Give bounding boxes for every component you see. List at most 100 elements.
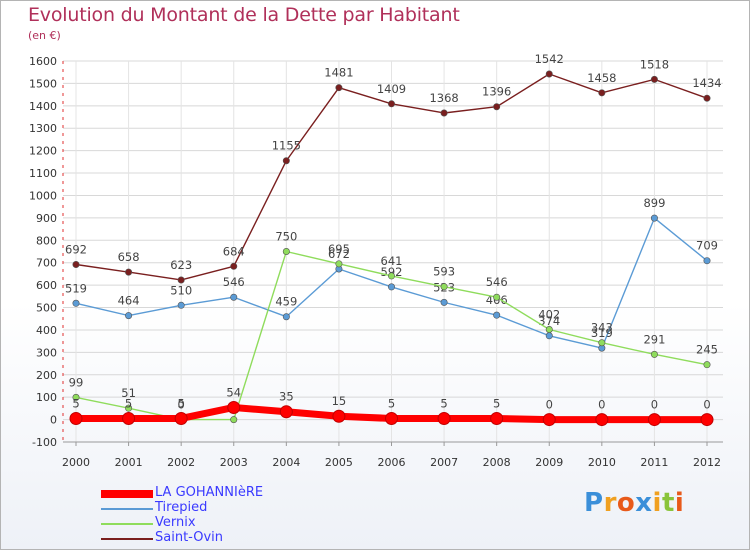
data-point-vernix	[72, 393, 80, 401]
data-label-saint-ovin: 1434	[692, 76, 721, 90]
data-point-tirepied	[72, 299, 80, 307]
data-point-la-gohanni-re	[332, 409, 346, 423]
legend-swatch-saint-ovin	[101, 538, 153, 540]
x-tick-label: 2009	[535, 456, 563, 469]
data-point-vernix	[440, 283, 448, 291]
y-tick-label: 300	[36, 346, 57, 359]
data-label-vernix: 51	[121, 386, 136, 400]
legend-swatch-vernix	[101, 523, 153, 525]
data-point-la-gohanni-re	[647, 413, 661, 427]
legend-swatch-tirepied	[101, 508, 153, 510]
data-point-saint-ovin	[545, 70, 553, 78]
data-label-saint-ovin: 1368	[429, 91, 458, 105]
data-label-tirepied: 519	[65, 281, 87, 295]
data-label-vernix: 99	[69, 375, 84, 389]
data-point-la-gohanni-re	[69, 411, 83, 425]
y-tick-label: 1600	[29, 55, 57, 68]
data-label-saint-ovin: 1481	[324, 66, 353, 80]
logo-letter: t	[661, 488, 675, 518]
data-point-la-gohanni-re	[279, 405, 293, 419]
data-label-tirepied: 459	[275, 295, 297, 309]
data-label-tirepied: 374	[538, 314, 560, 328]
data-point-la-gohanni-re	[700, 413, 714, 427]
data-point-la-gohanni-re	[595, 413, 609, 427]
data-label-la-gohanni-re: 5	[125, 396, 132, 410]
data-label-saint-ovin: 1542	[535, 52, 564, 66]
data-label-vernix: 546	[486, 275, 508, 289]
data-label-la-gohanni-re: 0	[598, 398, 605, 412]
data-label-tirepied: 510	[170, 283, 192, 297]
x-tick-label: 2012	[693, 456, 721, 469]
logo-letter: r	[603, 488, 617, 518]
data-point-saint-ovin	[440, 109, 448, 117]
data-point-vernix	[335, 260, 343, 268]
data-label-vernix: 750	[275, 230, 297, 244]
data-point-tirepied	[387, 283, 395, 291]
data-point-la-gohanni-re	[385, 411, 398, 425]
data-point-tirepied	[650, 214, 658, 222]
x-tick-label: 2007	[430, 456, 458, 469]
data-label-vernix: 641	[381, 254, 403, 268]
y-tick-label: 1300	[29, 122, 57, 135]
data-label-la-gohanni-re: 0	[703, 398, 710, 412]
data-label-vernix: 695	[328, 242, 350, 256]
data-label-la-gohanni-re: 5	[388, 396, 395, 410]
data-point-tirepied	[703, 257, 711, 265]
data-point-la-gohanni-re	[542, 413, 556, 427]
x-tick-label: 2010	[588, 456, 616, 469]
data-point-saint-ovin	[598, 89, 606, 97]
legend-label-la-gohanniere: LA GOHANNIèRE	[155, 485, 264, 500]
data-label-tirepied: 899	[643, 196, 665, 210]
data-label-la-gohanni-re: 5	[493, 396, 500, 410]
data-point-saint-ovin	[493, 103, 501, 111]
x-tick-label: 2001	[115, 456, 143, 469]
data-point-tirepied	[545, 332, 553, 340]
data-point-vernix	[125, 404, 133, 412]
data-label-vernix: 0	[178, 398, 185, 412]
data-label-tirepied: 546	[223, 275, 245, 289]
y-tick-label: 1500	[29, 77, 57, 90]
data-point-vernix	[703, 361, 711, 369]
data-point-saint-ovin	[335, 84, 343, 92]
data-label-vernix: 343	[591, 321, 613, 335]
data-point-la-gohanni-re	[174, 411, 188, 425]
legend-label-saint-ovin: Saint-Ovin	[155, 530, 223, 545]
data-point-la-gohanni-re	[437, 411, 451, 425]
chart-subtitle: (en €)	[28, 29, 61, 42]
logo-letter: x	[635, 488, 653, 518]
data-label-saint-ovin: 1518	[640, 57, 669, 71]
data-label-la-gohanni-re: 5	[440, 396, 447, 410]
x-tick-label: 2008	[483, 456, 511, 469]
proxiti-logo: Proxiti	[584, 488, 684, 518]
data-label-la-gohanni-re: 35	[279, 390, 294, 404]
data-point-vernix	[650, 350, 658, 358]
data-point-saint-ovin	[177, 276, 185, 284]
data-label-saint-ovin: 658	[118, 250, 140, 264]
data-point-vernix	[493, 293, 501, 301]
data-label-saint-ovin: 1396	[482, 85, 511, 99]
data-label-la-gohanni-re: 54	[226, 385, 241, 399]
data-point-tirepied	[125, 312, 133, 320]
data-point-saint-ovin	[72, 260, 80, 268]
y-tick-label: 400	[36, 324, 57, 337]
data-label-tirepied: 319	[591, 326, 613, 340]
y-tick-label: 0	[50, 414, 57, 427]
data-label-vernix: 593	[433, 265, 455, 279]
data-point-la-gohanni-re	[122, 411, 136, 425]
data-label-saint-ovin: 623	[170, 258, 192, 272]
logo-letter: i	[674, 488, 685, 518]
data-point-la-gohanni-re	[490, 411, 504, 425]
data-label-vernix: 402	[538, 307, 560, 321]
data-label-la-gohanni-re: 0	[546, 398, 553, 412]
legend-label-vernix: Vernix	[155, 515, 196, 530]
y-tick-label: 900	[36, 212, 57, 225]
y-tick-label: -100	[32, 436, 57, 449]
data-point-vernix	[282, 248, 290, 256]
logo-letter: o	[616, 488, 636, 518]
data-point-saint-ovin	[703, 94, 711, 102]
data-label-vernix: 291	[643, 332, 665, 346]
y-tick-label: 200	[36, 369, 57, 382]
data-label-tirepied: 672	[328, 247, 350, 261]
